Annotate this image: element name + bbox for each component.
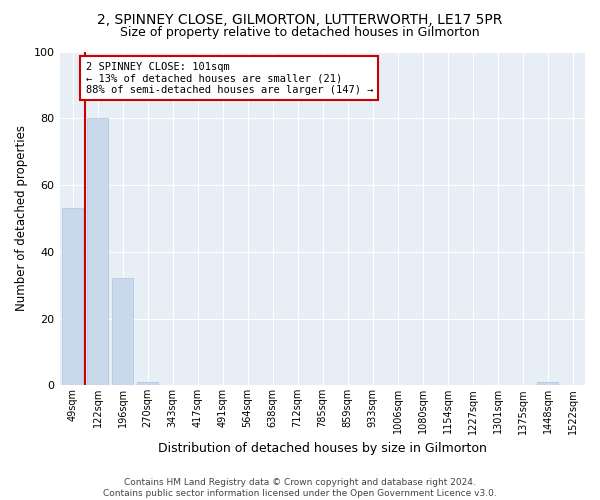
Bar xyxy=(62,208,83,386)
X-axis label: Distribution of detached houses by size in Gilmorton: Distribution of detached houses by size … xyxy=(158,442,487,455)
Text: Size of property relative to detached houses in Gilmorton: Size of property relative to detached ho… xyxy=(120,26,480,39)
Text: Contains HM Land Registry data © Crown copyright and database right 2024.
Contai: Contains HM Land Registry data © Crown c… xyxy=(103,478,497,498)
Y-axis label: Number of detached properties: Number of detached properties xyxy=(15,126,28,312)
Bar xyxy=(537,382,558,386)
Text: 2 SPINNEY CLOSE: 101sqm
← 13% of detached houses are smaller (21)
88% of semi-de: 2 SPINNEY CLOSE: 101sqm ← 13% of detache… xyxy=(86,62,373,94)
Text: 2, SPINNEY CLOSE, GILMORTON, LUTTERWORTH, LE17 5PR: 2, SPINNEY CLOSE, GILMORTON, LUTTERWORTH… xyxy=(97,12,503,26)
Bar xyxy=(87,118,108,386)
Bar xyxy=(137,382,158,386)
Bar xyxy=(112,278,133,386)
